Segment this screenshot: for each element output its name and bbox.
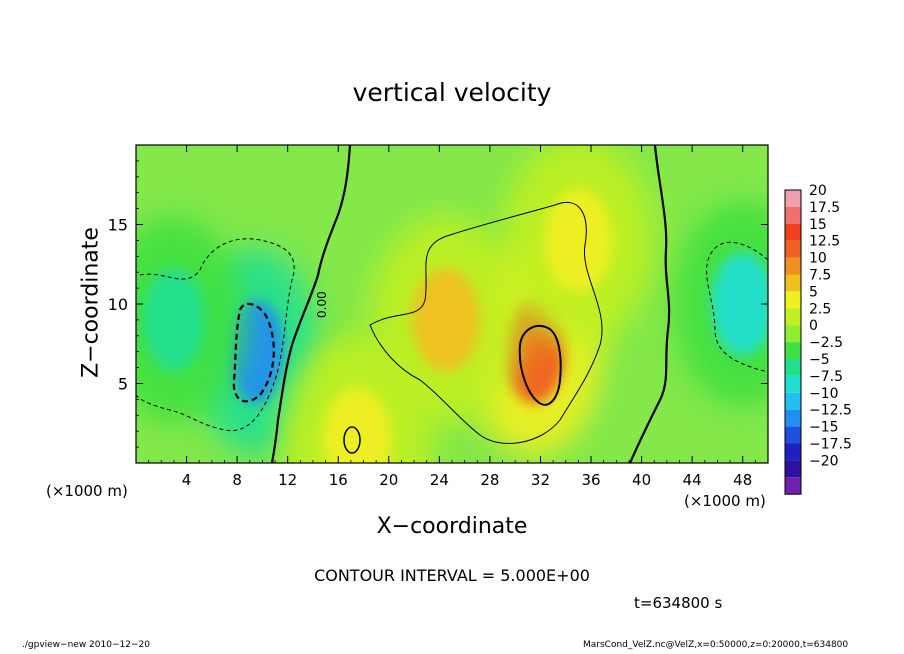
colorbar-label-2: 15: [809, 217, 827, 233]
colorbar-swatch-10: [785, 359, 801, 376]
x-tick-label-1: 8: [232, 471, 242, 489]
positive-10-contour: [518, 325, 562, 406]
colorbar-swatch-6: [785, 291, 801, 309]
small-positive-contour: [343, 426, 361, 454]
colorbar-label-11: −7.5: [809, 369, 843, 385]
footer-right: MarsCond_VelZ.nc@VelZ,x=0:50000,z=0:2000…: [583, 640, 849, 650]
colorbar-swatch-9: [785, 342, 801, 359]
x-tick-label-0: 4: [182, 471, 192, 489]
x-tick-label-11: 48: [733, 471, 752, 489]
colorbar-swatch-17: [785, 477, 801, 495]
colorbar-swatch-3: [785, 240, 801, 258]
colorbar-swatch-4: [785, 257, 801, 275]
x-tick-label-10: 44: [683, 471, 702, 489]
contour-label: 0.00: [315, 291, 329, 318]
colorbar-label-6: 5: [809, 284, 818, 300]
colorbar-swatch-12: [785, 392, 801, 410]
colorbar-label-13: −12.5: [809, 403, 852, 419]
field-core-5: [544, 188, 613, 293]
colorbar-label-7: 2.5: [809, 301, 831, 317]
colorbar-swatch-16: [785, 460, 801, 478]
colorbar-swatch-0: [785, 190, 801, 207]
colorbar-label-4: 10: [809, 251, 827, 267]
colorbar-label-8: 0: [809, 318, 818, 334]
field-core-2: [711, 252, 768, 356]
colorbar-swatch-14: [785, 426, 801, 444]
x-tick-label-2: 12: [278, 471, 297, 489]
colorbar-swatch-7: [785, 308, 801, 326]
x-tick-label-4: 20: [379, 471, 398, 489]
colorbar-label-0: 20: [809, 183, 827, 199]
x-tick-label-6: 28: [480, 471, 499, 489]
x-tick-label-3: 16: [329, 471, 348, 489]
x-tick-label-8: 36: [581, 471, 600, 489]
x-axis-label: X−coordinate: [376, 514, 528, 539]
zero-contour-right: [628, 145, 671, 463]
colorbar-label-10: −5: [809, 352, 830, 368]
colorbar-swatch-5: [785, 274, 801, 292]
field-core-6: [323, 387, 392, 463]
colorbar: 2017.51512.5107.552.50−2.5−5−7.5−10−12.5…: [784, 183, 852, 495]
colorbar-label-1: 17.5: [809, 200, 840, 216]
colorbar-label-5: 7.5: [809, 268, 831, 284]
positive-5-contour-left: [369, 202, 603, 444]
x-axis-unit: (×1000 m): [684, 492, 766, 510]
colorbar-swatch-1: [785, 206, 801, 224]
contour-interval-label: CONTOUR INTERVAL = 5.000E+00: [314, 566, 590, 585]
time-label: t=634800 s: [634, 594, 723, 612]
negative-5-contour-left: [136, 238, 295, 432]
y-tick-label-1: 10: [108, 295, 128, 314]
velocity-field: [136, 145, 768, 463]
zero-contour-left: [270, 145, 352, 463]
colorbar-label-15: −17.5: [809, 437, 852, 453]
x-tick-label-5: 24: [430, 471, 449, 489]
x-axis-ticks: 4 8 12 16 20 24 28 32 36 40 44 48: [148, 145, 756, 489]
colorbar-frame: [784, 189, 802, 495]
negative-5-contour-right: [706, 241, 768, 373]
colorbar-swatch-2: [785, 223, 801, 241]
field-core-1: [142, 268, 206, 372]
footer-left: ./gpview−new 2010−12−20: [22, 640, 150, 650]
colorbar-label-9: −2.5: [809, 335, 843, 351]
colorbar-swatch-13: [785, 409, 801, 427]
colorbar-label-16: −20: [809, 453, 839, 469]
y-axis-label: Z−coordinate: [78, 227, 104, 378]
colorbar-swatch-11: [785, 375, 801, 393]
y-tick-label-2: 15: [108, 216, 128, 235]
colorbar-swatch-15: [785, 443, 801, 461]
chart-title: vertical velocity: [352, 78, 552, 107]
field-core-4: [411, 268, 480, 372]
x-tick-label-7: 32: [531, 471, 550, 489]
colorbar-label-14: −15: [809, 420, 839, 436]
y-axis-unit: (×1000 m): [46, 482, 128, 500]
colorbar-label-12: −10: [809, 386, 839, 402]
colorbar-swatch-8: [785, 325, 801, 343]
colorbar-label-3: 12.5: [809, 234, 840, 250]
y-axis-ticks: 5 10 15: [108, 160, 768, 448]
y-tick-label-0: 5: [118, 375, 128, 394]
x-tick-label-9: 40: [632, 471, 651, 489]
